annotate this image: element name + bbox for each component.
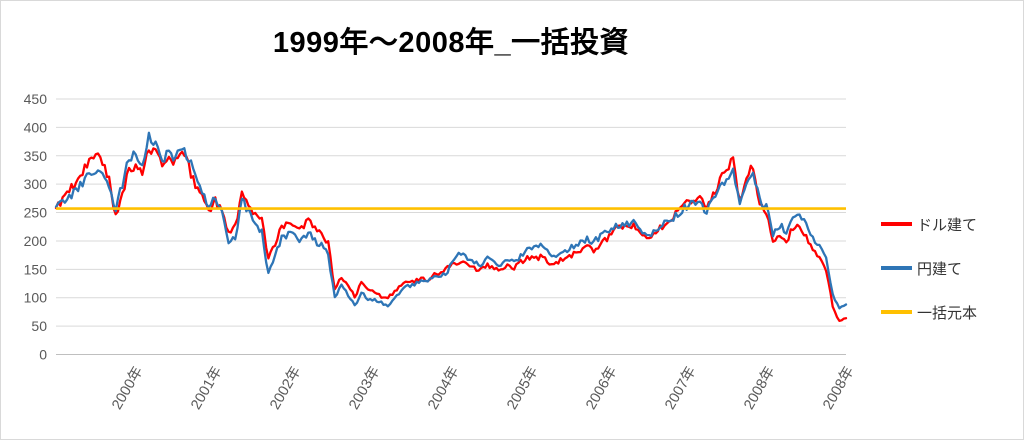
- y-tick-label: 350: [24, 148, 48, 164]
- legend-item-principal: 一括元本: [881, 298, 977, 326]
- x-tick-label: 2003年: [345, 364, 383, 413]
- x-tick-label: 2000年: [108, 364, 146, 413]
- x-tick-label: 2002年: [266, 364, 304, 413]
- x-tick-label: 2005年: [503, 364, 541, 413]
- legend-item-yen: 円建て: [881, 254, 977, 282]
- y-tick-label: 0: [39, 347, 47, 363]
- legend-label-dollar: ドル建て: [917, 216, 978, 234]
- x-tick-label: 2008年: [740, 364, 778, 413]
- legend-line-swatch-dollar: [881, 222, 912, 226]
- x-tick-label: 2001年: [187, 364, 225, 413]
- legend-label-principal: 一括元本: [917, 304, 978, 322]
- series-line-dollar: [54, 147, 848, 323]
- y-tick-label: 200: [24, 233, 48, 249]
- legend-line-swatch-principal: [881, 310, 912, 314]
- x-tick-label: 2004年: [424, 364, 462, 413]
- legend: ドル建て 円建て 一括元本: [881, 210, 977, 342]
- x-tick-label: 2006年: [582, 364, 620, 413]
- y-tick-label: 250: [24, 205, 48, 221]
- y-tick-label: 400: [24, 119, 48, 135]
- x-tick-label: 2008年: [819, 364, 857, 413]
- y-tick-label: 150: [24, 261, 48, 277]
- y-tick-label: 50: [31, 318, 47, 334]
- legend-item-dollar: ドル建て: [881, 210, 977, 238]
- legend-line-swatch-yen: [881, 266, 912, 270]
- x-tick-label: 2007年: [661, 364, 699, 413]
- series-line-yen: [54, 131, 848, 310]
- y-tick-label: 450: [24, 91, 48, 107]
- y-tick-label: 100: [24, 290, 48, 306]
- chart-title: 1999年～2008年_一括投資: [272, 27, 630, 59]
- legend-label-yen: 円建て: [917, 260, 963, 278]
- y-tick-label: 300: [24, 176, 48, 192]
